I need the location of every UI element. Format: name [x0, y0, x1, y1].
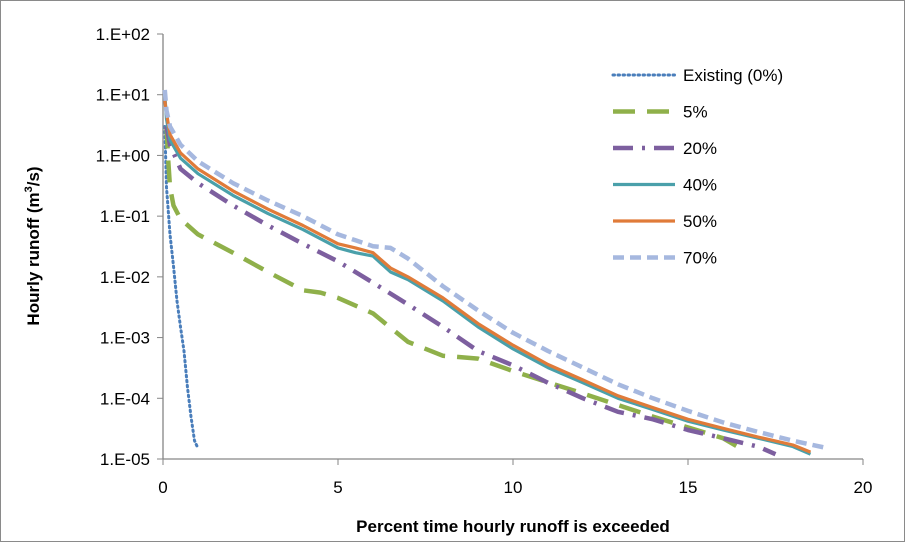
y-tick-label: 1.E-04: [100, 389, 150, 408]
x-tick-label: 20: [854, 478, 873, 497]
legend-label-5: 70%: [683, 249, 717, 268]
legend: Existing (0%) 5% 20% 40% 50% 70%: [611, 66, 783, 268]
series-line-4: [163, 100, 812, 454]
y-tick-label: 1.E+00: [96, 146, 150, 165]
legend-label-0: Existing (0%): [683, 66, 783, 85]
series-group: [162, 89, 829, 457]
y-tick-label: 1.E+02: [96, 25, 150, 44]
y-axis-title: Hourly runoff (m3/s): [23, 166, 43, 325]
legend-label-4: 50%: [683, 212, 717, 231]
x-ticks: 0 5 10 15 20: [158, 459, 872, 497]
y-tick-label: 1.E-01: [100, 207, 150, 226]
series-line-5: [162, 89, 829, 451]
x-tick-label: 0: [158, 478, 167, 497]
y-tick-label: 1.E-02: [100, 268, 150, 287]
series-line-0: [163, 125, 200, 450]
legend-label-1: 5%: [683, 103, 708, 122]
y-tick-label: 1.E-05: [100, 450, 150, 469]
y-tick-label: 1.E+01: [96, 86, 150, 105]
legend-label-3: 40%: [683, 176, 717, 195]
y-ticks: 1.E+02 1.E+01 1.E+00 1.E-01 1.E-02 1.E-03 1.E-…: [96, 25, 163, 469]
x-tick-label: 10: [504, 478, 523, 497]
x-axis-title: Percent time hourly runoff is exceeded: [356, 517, 670, 536]
series-line-1: [164, 126, 742, 451]
x-tick-label: 5: [333, 478, 342, 497]
y-tick-label: 1.E-03: [100, 329, 150, 348]
legend-label-2: 20%: [683, 139, 717, 158]
series-line-3: [163, 94, 812, 456]
plot-axes: [162, 34, 863, 460]
x-tick-label: 15: [679, 478, 698, 497]
